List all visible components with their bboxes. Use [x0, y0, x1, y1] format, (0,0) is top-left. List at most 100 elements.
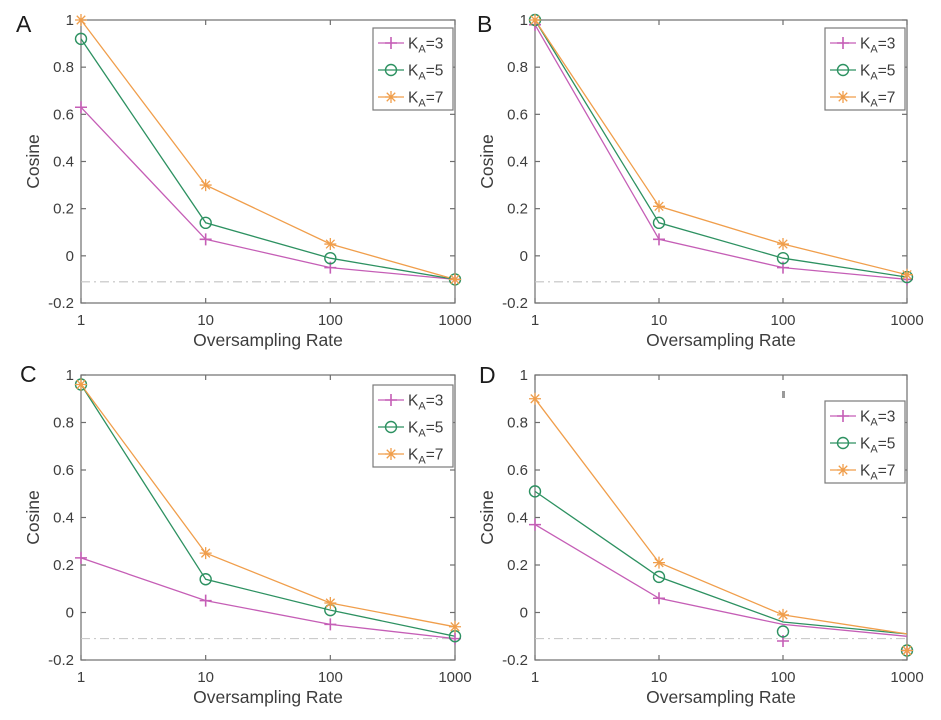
legend-label: KA=3	[860, 36, 895, 56]
series-line	[534, 398, 908, 635]
x-axis-label: Oversampling Rate	[193, 330, 343, 350]
y-tick-label: 0.2	[507, 201, 528, 218]
data-point-marker	[75, 101, 87, 114]
panel-label-d: D	[479, 362, 496, 388]
data-point-marker	[901, 644, 913, 657]
x-tick-label: 1	[531, 669, 539, 686]
legend-entry: KA=7	[830, 463, 895, 483]
panel-label-b: B	[477, 11, 493, 37]
x-tick-label: 1000	[890, 669, 923, 686]
legend-entry: KA=5	[830, 63, 895, 83]
y-tick-label: -0.2	[48, 652, 74, 669]
series-line	[534, 524, 908, 637]
data-point-marker	[324, 238, 337, 251]
y-tick-label: 0.8	[53, 59, 74, 76]
y-tick-label: 0	[520, 248, 528, 265]
x-axis-label: Oversampling Rate	[193, 687, 343, 707]
x-tick-label: 100	[318, 312, 343, 329]
data-point-marker	[384, 63, 398, 77]
data-point-marker	[653, 200, 665, 213]
y-tick-label: 1	[520, 12, 528, 29]
data-point-marker	[385, 448, 397, 460]
data-point-marker	[776, 625, 790, 638]
legend-label: KA=3	[408, 36, 443, 56]
data-point-marker	[385, 91, 397, 103]
data-point-marker	[837, 410, 849, 422]
data-point-marker	[529, 14, 541, 26]
legend-label: KA=5	[860, 436, 895, 456]
legend-entry: KA=7	[378, 447, 443, 467]
y-axis-label: Cosine	[23, 134, 43, 188]
y-tick-label: 0.6	[53, 462, 74, 479]
data-point-marker	[777, 608, 789, 621]
legend-label: KA=3	[860, 409, 895, 429]
legend: KA=3 KA=5 KA=7	[372, 384, 454, 468]
data-point-marker	[837, 91, 849, 103]
legend-label: KA=7	[408, 90, 443, 110]
y-tick-label: 0.2	[53, 557, 74, 574]
data-point-marker	[385, 37, 397, 49]
legend-entry: KA=3	[830, 409, 895, 429]
y-tick-label: 0.2	[507, 557, 528, 574]
y-tick-label: 0.6	[507, 106, 528, 123]
legend-entry: KA=3	[378, 36, 443, 56]
y-tick-label: 0.2	[53, 201, 74, 218]
data-point-marker	[837, 37, 849, 49]
data-point-marker	[836, 436, 850, 450]
data-point-marker	[74, 32, 88, 46]
data-point-marker	[199, 573, 212, 586]
y-tick-label: 0	[520, 605, 528, 622]
data-point-marker	[529, 518, 541, 531]
y-tick-label: 1	[66, 367, 74, 384]
legend-label: KA=5	[408, 420, 443, 440]
y-axis-label: Cosine	[23, 490, 43, 544]
legend-entry: KA=3	[378, 393, 443, 413]
chart-panel-c: 1 10 100 1000 -0.2 0 0.2 0.4 0.6 0.8 1 Oversampling…	[23, 367, 472, 707]
data-point-marker	[324, 597, 337, 609]
panel-label-c: C	[20, 361, 37, 387]
y-tick-label: 0.6	[507, 462, 528, 479]
data-point-marker	[652, 216, 666, 230]
data-point-marker	[199, 547, 212, 560]
x-tick-label: 1000	[438, 669, 471, 686]
series-line	[80, 557, 456, 640]
legend-entry: KA=7	[830, 90, 895, 110]
legend-box	[372, 27, 454, 111]
data-point-marker	[776, 251, 790, 265]
x-tick-label: 1000	[438, 312, 471, 329]
data-point-marker	[653, 556, 665, 569]
series-line	[80, 384, 456, 637]
x-tick-label: 10	[197, 312, 214, 329]
x-axis-label: Oversampling Rate	[646, 330, 796, 350]
y-tick-label: 1	[66, 12, 74, 29]
data-point-marker	[199, 594, 212, 607]
data-point-marker	[384, 420, 398, 434]
data-point-marker	[528, 485, 542, 498]
legend-entry: KA=5	[378, 63, 443, 83]
legend-entry: KA=5	[378, 420, 443, 440]
data-point-marker	[199, 216, 212, 230]
legend-box	[372, 384, 454, 468]
legend-box	[824, 400, 906, 484]
x-tick-label: 10	[651, 669, 668, 686]
data-point-marker	[75, 378, 87, 391]
x-tick-label: 1	[77, 312, 85, 329]
x-tick-label: 1	[77, 669, 85, 686]
legend-label: KA=5	[860, 63, 895, 83]
data-point-marker	[199, 233, 212, 246]
series-line	[534, 19, 908, 276]
legend-label: KA=5	[408, 63, 443, 83]
x-tick-label: 100	[770, 312, 795, 329]
data-point-marker	[652, 570, 666, 584]
legend: KA=3 KA=5 KA=7	[824, 27, 906, 111]
chart-panel-b: 1 10 100 1000 -0.2 0 0.2 0.4 0.6 0.8 1 Oversampling…	[477, 12, 924, 350]
x-tick-label: 100	[318, 669, 343, 686]
x-tick-label: 1000	[890, 312, 923, 329]
legend: KA=3 KA=5 KA=7	[372, 27, 454, 111]
data-point-marker	[75, 551, 87, 564]
data-point-marker	[653, 592, 665, 605]
series-line	[534, 19, 908, 278]
data-point-marker	[449, 632, 461, 645]
x-tick-label: 100	[770, 669, 795, 686]
